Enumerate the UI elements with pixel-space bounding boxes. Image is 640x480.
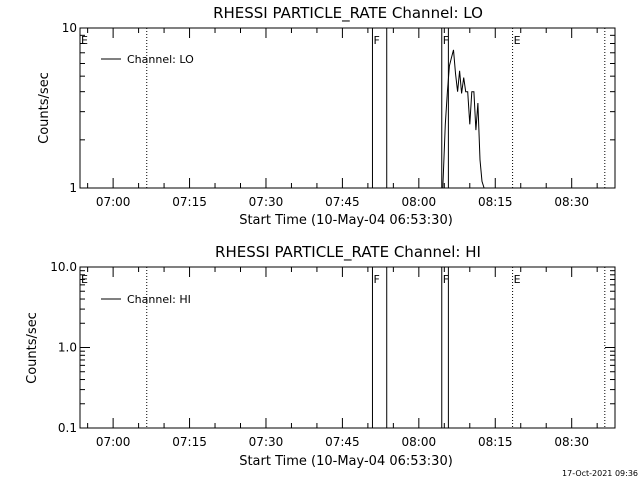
timestamp-footer: 17-Oct-2021 09:36 <box>562 469 638 478</box>
legend-label: Channel: LO <box>127 53 194 66</box>
x-tick-label: 08:15 <box>478 435 513 449</box>
panel-hi: RHESSI PARTICLE_RATE Channel: HI 0.1 1.0 1… <box>25 243 616 469</box>
legend-label: Channel: HI <box>127 293 191 306</box>
x-tick-label: 08:15 <box>478 195 513 209</box>
panel-lo-legend: Channel: LO <box>101 53 194 66</box>
x-tick-label: 07:45 <box>325 435 360 449</box>
x-tick-label: 07:30 <box>249 195 284 209</box>
x-tick-label: 07:15 <box>172 435 207 449</box>
y-tick-label: 10.0 <box>50 260 77 274</box>
x-tick-label: 07:00 <box>96 195 131 209</box>
series-line <box>442 49 485 189</box>
panel-hi-legend: Channel: HI <box>101 293 191 306</box>
panel-hi-x-label: Start Time (10-May-04 06:53:30) <box>239 454 453 469</box>
panel-lo-title: RHESSI PARTICLE_RATE Channel: LO <box>213 4 483 23</box>
panel-hi-x-axis: 07:00 07:15 07:30 07:45 08:00 08:15 08:30 <box>87 267 598 449</box>
panel-hi-frame <box>79 266 616 429</box>
event-marker-label: F <box>373 273 379 286</box>
y-tick-label: 10 <box>62 21 77 35</box>
panel-lo-x-label: Start Time (10-May-04 06:53:30) <box>239 213 453 228</box>
x-tick-label: 08:30 <box>554 435 589 449</box>
event-marker-label: E <box>81 34 88 47</box>
y-tick-label: 0.1 <box>58 421 77 435</box>
panel-lo-x-axis: 07:00 07:15 07:30 07:45 08:00 08:15 08:30 <box>87 28 598 209</box>
y-tick-label: 1.0 <box>58 341 77 355</box>
x-tick-label: 07:45 <box>325 195 360 209</box>
event-marker-label: F <box>443 273 449 286</box>
panel-lo-y-label: Counts/sec <box>37 72 52 144</box>
event-marker-label: E <box>81 273 88 286</box>
x-tick-label: 08:30 <box>554 195 589 209</box>
x-tick-label: 07:00 <box>96 435 131 449</box>
x-tick-label: 08:00 <box>402 195 437 209</box>
panel-hi-title: RHESSI PARTICLE_RATE Channel: HI <box>215 243 481 262</box>
panel-hi-y-axis: 0.1 1.0 10.0 <box>50 260 615 435</box>
event-marker-label: E <box>514 273 521 286</box>
panel-lo-series <box>442 49 485 189</box>
event-marker-label: F <box>373 34 379 47</box>
event-marker-label: F <box>443 34 449 47</box>
x-tick-label: 07:15 <box>172 195 207 209</box>
panel-lo-y-axis: 1 10 <box>62 21 615 195</box>
panel-lo-frame <box>79 27 616 189</box>
event-marker-label: E <box>514 34 521 47</box>
x-tick-label: 08:00 <box>402 435 437 449</box>
x-tick-label: 07:30 <box>249 435 284 449</box>
y-tick-label: 1 <box>69 181 77 195</box>
panel-lo: RHESSI PARTICLE_RATE Channel: LO 1 10 07:… <box>37 4 616 228</box>
panel-hi-y-label: Counts/sec <box>25 312 40 384</box>
